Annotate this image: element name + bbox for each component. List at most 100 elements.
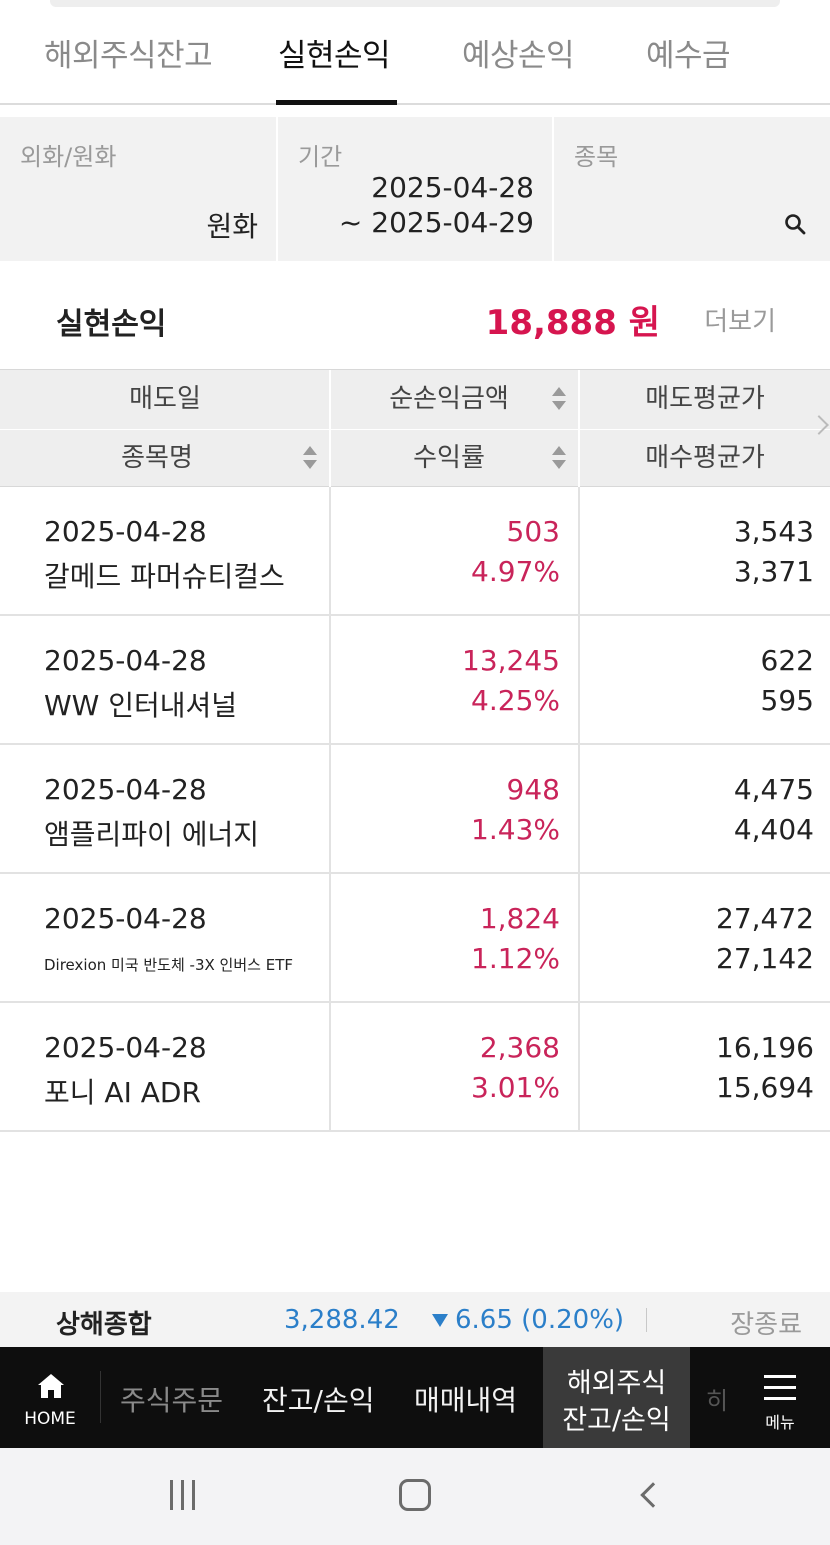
more-button[interactable]: 더보기 (704, 307, 776, 337)
header-divider (329, 370, 331, 488)
stock-name: 갈메드 파머슈티컬스 (44, 560, 285, 593)
table-row[interactable]: 2025-04-28 Direxion 미국 반도체 -3X 인버스 ETF 1… (0, 874, 830, 1003)
sell-date: 2025-04-28 (44, 1031, 207, 1064)
nav-active-line1: 해외주식 (566, 1368, 667, 1399)
nav-trade-history[interactable]: 매매내역 (414, 1384, 518, 1417)
net-pnl: 948 (506, 773, 560, 806)
net-pnl: 2,368 (479, 1031, 560, 1064)
search-icon[interactable] (784, 213, 806, 235)
home-icon (38, 1374, 64, 1398)
index-change: 6.65 (0.20%) (455, 1305, 625, 1335)
ticker-divider (646, 1308, 647, 1332)
table-row[interactable]: 2025-04-28 앰플리파이 에너지 948 1.43% 4,475 4,4… (0, 745, 830, 874)
cell-divider (578, 487, 580, 616)
period-start: 2025-04-28 (371, 171, 534, 204)
cell-divider (329, 616, 331, 745)
net-pnl: 1,824 (479, 902, 560, 935)
system-navigation-bar (0, 1448, 830, 1545)
sell-avg-price: 3,543 (733, 515, 814, 548)
cell-divider (329, 745, 331, 874)
sort-icon[interactable] (552, 387, 566, 413)
nav-divider (100, 1371, 101, 1423)
stock-name: WW 인터내셔널 (44, 689, 238, 722)
return-rate: 1.43% (471, 813, 560, 846)
cell-divider (329, 487, 331, 616)
header-return-rate[interactable]: 수익률 (413, 443, 485, 473)
sell-avg-price: 27,472 (716, 902, 814, 935)
bottom-navigation: HOME 주식주문 잔고/손익 매매내역 해외주식 잔고/손익 히 메뉴 (0, 1347, 830, 1448)
active-tab-indicator (276, 100, 397, 105)
nav-home-button[interactable]: HOME (0, 1347, 100, 1448)
currency-label: 외화/원화 (20, 143, 117, 171)
cell-divider (578, 616, 580, 745)
nav-active-line2: 잔고/손익 (562, 1405, 671, 1436)
net-pnl: 13,245 (462, 644, 560, 677)
tab-expected-pnl[interactable]: 예상손익 (462, 38, 575, 74)
nav-balance-pnl[interactable]: 잔고/손익 (262, 1384, 375, 1417)
buy-avg-price: 595 (760, 684, 814, 717)
header-buy-avg: 매수평균가 (645, 443, 765, 473)
market-index-ticker[interactable]: 상해종합 3,288.42 6.65 (0.20%) 장종료 (0, 1292, 830, 1347)
return-rate: 1.12% (471, 942, 560, 975)
stock-name: 포니 AI ADR (44, 1076, 201, 1109)
stock-search-field[interactable]: 종목 (554, 117, 830, 261)
stock-label: 종목 (574, 143, 619, 171)
market-status: 장종료 (730, 1310, 802, 1340)
nav-stock-order[interactable]: 주식주문 (120, 1384, 224, 1417)
cell-divider (578, 745, 580, 874)
tab-overseas-balance[interactable]: 해외주식잔고 (44, 38, 213, 74)
table-header: 매도일 순손익금액 매도평균가 종목명 수익률 매수평균가 (0, 369, 830, 488)
buy-avg-price: 15,694 (716, 1071, 814, 1104)
stock-name: Direxion 미국 반도체 -3X 인버스 ETF (44, 956, 293, 974)
header-divider (0, 429, 830, 430)
header-net-pnl[interactable]: 순손익금액 (389, 384, 509, 414)
stock-name: 앰플리파이 에너지 (44, 818, 259, 851)
tab-bar: 해외주식잔고 실현손익 예상손익 예수금 (0, 8, 830, 105)
period-end: ~ 2025-04-29 (338, 206, 534, 239)
buy-avg-price: 4,404 (733, 813, 814, 846)
filter-divider (552, 117, 554, 261)
nav-home-label: HOME (24, 1409, 76, 1429)
nav-overseas-balance-pnl[interactable]: 해외주식 잔고/손익 (543, 1347, 690, 1448)
cell-divider (578, 1003, 580, 1132)
realized-pnl-summary: 실현손익 18,888 원 더보기 (0, 261, 830, 369)
period-label: 기간 (298, 143, 343, 171)
index-name: 상해종합 (56, 1310, 152, 1340)
tab-deposit[interactable]: 예수금 (646, 38, 731, 74)
nav-menu-button[interactable]: 메뉴 (748, 1347, 830, 1448)
header-stock-name[interactable]: 종목명 (121, 443, 193, 473)
buy-avg-price: 3,371 (733, 555, 814, 588)
sell-date: 2025-04-28 (44, 515, 207, 548)
return-rate: 4.97% (471, 555, 560, 588)
filter-divider (276, 117, 278, 261)
currency-value: 원화 (206, 210, 258, 243)
summary-amount: 18,888 원 (485, 303, 660, 343)
sort-icon[interactable] (303, 446, 317, 472)
hamburger-menu-icon (764, 1375, 796, 1401)
table-row[interactable]: 2025-04-28 WW 인터내셔널 13,245 4.25% 622 595 (0, 616, 830, 745)
cell-divider (329, 1003, 331, 1132)
sell-date: 2025-04-28 (44, 773, 207, 806)
back-icon[interactable] (640, 1482, 666, 1508)
pnl-table-body: 2025-04-28 갈메드 파머슈티컬스 503 4.97% 3,543 3,… (0, 487, 830, 1132)
recent-apps-icon[interactable] (168, 1480, 198, 1510)
nav-menu-label: 메뉴 (765, 1413, 795, 1432)
cell-divider (329, 874, 331, 1003)
period-selector[interactable]: 기간 2025-04-28 ~ 2025-04-29 (278, 117, 552, 261)
sell-avg-price: 622 (760, 644, 814, 677)
nav-overflow-item[interactable]: 히 (706, 1387, 729, 1415)
table-row[interactable]: 2025-04-28 포니 AI ADR 2,368 3.01% 16,196 … (0, 1003, 830, 1132)
cell-divider (578, 874, 580, 1003)
return-rate: 3.01% (471, 1071, 560, 1104)
sell-date: 2025-04-28 (44, 644, 207, 677)
tab-realized-pnl[interactable]: 실현손익 (278, 38, 391, 74)
return-rate: 4.25% (471, 684, 560, 717)
sell-date: 2025-04-28 (44, 902, 207, 935)
table-row[interactable]: 2025-04-28 갈메드 파머슈티컬스 503 4.97% 3,543 3,… (0, 487, 830, 616)
buy-avg-price: 27,142 (716, 942, 814, 975)
sort-icon[interactable] (552, 446, 566, 472)
currency-selector[interactable]: 외화/원화 원화 (0, 117, 276, 261)
header-divider (578, 370, 580, 488)
home-button-icon[interactable] (399, 1479, 431, 1511)
